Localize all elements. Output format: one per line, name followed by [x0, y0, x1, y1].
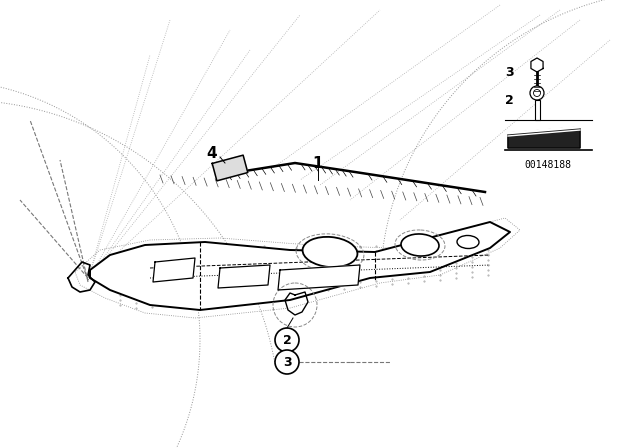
Circle shape [530, 86, 544, 100]
Bar [534, 100, 540, 120]
Text: 1: 1 [313, 155, 323, 171]
Text: 2: 2 [505, 94, 514, 107]
Text: 3: 3 [283, 356, 291, 369]
Ellipse shape [457, 236, 479, 249]
Polygon shape [90, 222, 510, 310]
Ellipse shape [303, 237, 357, 267]
Circle shape [275, 350, 299, 374]
Text: 2: 2 [283, 333, 291, 346]
Text: 00148188: 00148188 [525, 160, 572, 170]
Polygon shape [218, 265, 270, 288]
Circle shape [275, 328, 299, 352]
Text: 3: 3 [506, 65, 514, 78]
Text: 4: 4 [207, 146, 218, 160]
Polygon shape [531, 58, 543, 72]
Polygon shape [508, 127, 580, 148]
Polygon shape [278, 265, 360, 290]
Ellipse shape [401, 234, 439, 256]
Polygon shape [212, 155, 248, 181]
Polygon shape [153, 258, 195, 282]
